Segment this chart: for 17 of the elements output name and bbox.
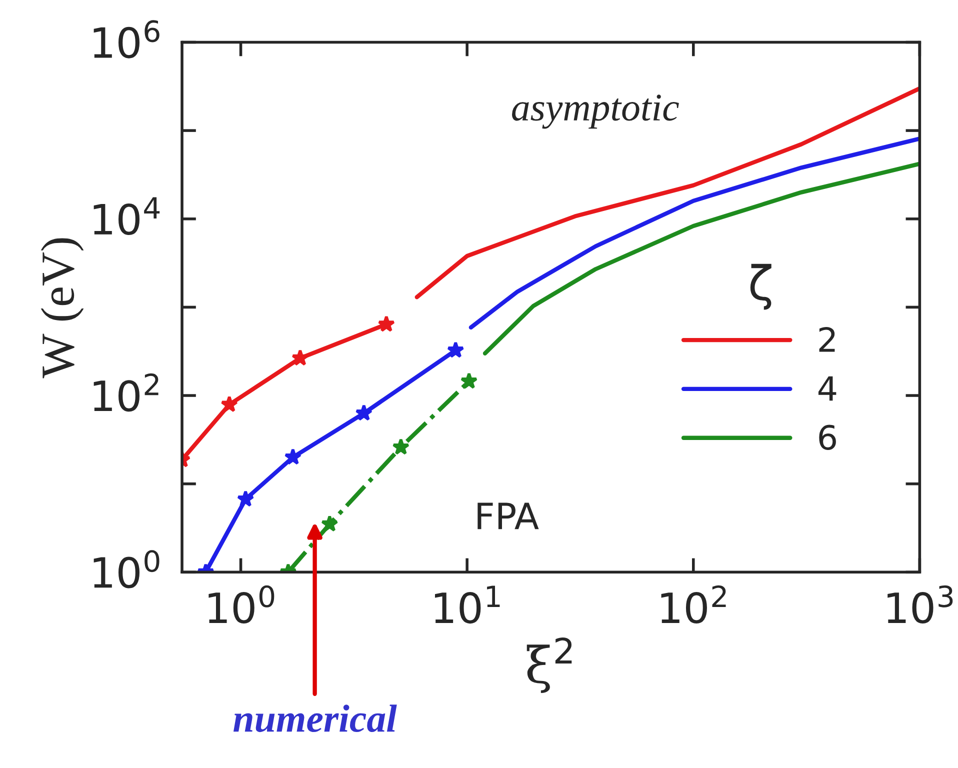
y-axis-title: W (eV) <box>40 238 84 378</box>
x-tick-label: 10$^{3}$ <box>888 585 953 624</box>
y-tick-label: 10$^{2}$ <box>94 373 158 412</box>
annotation: asymptotic <box>512 94 679 129</box>
text: numerical <box>233 704 397 732</box>
x-tick-label: 10$^{2}$ <box>661 585 726 624</box>
x-tick-label: 10$^{1}$ <box>434 586 500 624</box>
x-tick-label: 10$^{0}$ <box>208 585 274 624</box>
legend-title: ζ <box>750 264 772 310</box>
y-tick-label: 10$^{0}$ <box>94 550 160 588</box>
y-tick-label: 10$^{6}$ <box>94 20 160 58</box>
legend-label: 4 <box>818 376 836 401</box>
y-tick-label: 10$^{4}$ <box>94 197 160 236</box>
x-axis-title: ξ$^{2}$ <box>526 637 572 694</box>
legend-label: 6 <box>819 424 836 450</box>
legend-label: 2 <box>819 326 835 352</box>
annotation: FPA <box>478 502 539 530</box>
